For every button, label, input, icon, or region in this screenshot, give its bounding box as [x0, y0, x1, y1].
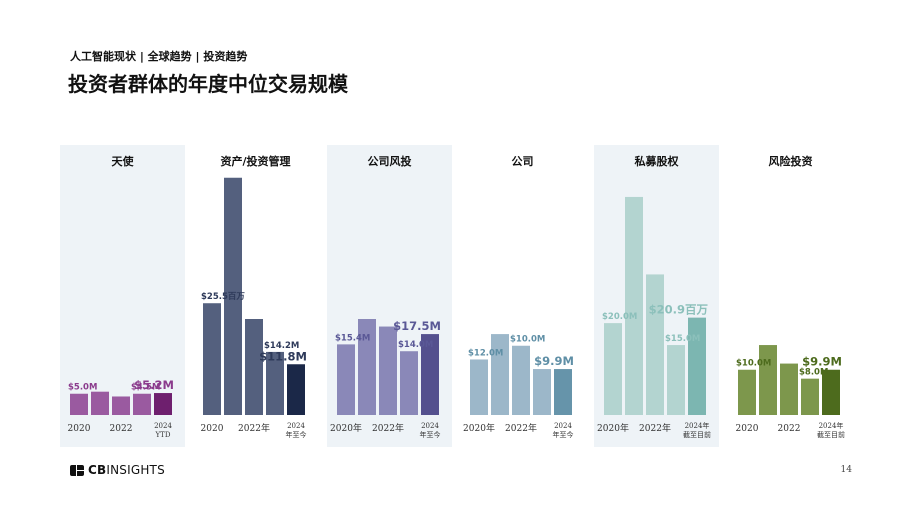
- value-label: $10.0M: [510, 335, 545, 345]
- x-tick-label: YTD: [155, 431, 171, 439]
- x-tick-label: 2024: [154, 422, 172, 430]
- logo-wordmark: CBINSIGHTS: [88, 463, 165, 477]
- value-label: $15.4M: [335, 333, 370, 343]
- highlight-value-label: $9.9M: [802, 355, 842, 369]
- x-tick-label: 截至目前: [817, 430, 845, 439]
- bar: [738, 369, 756, 415]
- x-tick-label: 2022年: [372, 422, 404, 434]
- value-label: $14.2M: [264, 341, 299, 351]
- logo-bold: CB: [88, 463, 107, 477]
- bar: [245, 319, 263, 415]
- bar: [224, 177, 242, 415]
- chart-panel: 资产/投资管理 $25.5百万 $14.2M $11.8M 2020 2022年 2024 年…: [193, 145, 318, 447]
- chart-panel: 风险投资 $10.0M $8.0M $9.9M 2020 2022 2024年 截至目前: [728, 145, 853, 447]
- x-tick-label: 2020年: [330, 422, 362, 434]
- bar: [470, 359, 488, 415]
- bar: [133, 393, 151, 415]
- logo-light: INSIGHTS: [106, 463, 165, 477]
- chart-title: 天使: [111, 155, 134, 168]
- x-tick-label: 2020年: [597, 422, 629, 434]
- bar: [91, 391, 109, 415]
- bar: [358, 319, 376, 415]
- chart-panel: 公司风投 $15.4M $14.0M $17.5M 2020年 2022年 2024 年至今: [327, 145, 452, 447]
- value-label: $14.0M: [398, 340, 433, 350]
- x-tick-label: 2020: [68, 424, 91, 434]
- x-tick-label: 2024年: [685, 421, 710, 430]
- bar: [203, 303, 221, 415]
- value-label: $20.0M: [602, 312, 637, 322]
- value-label: $12.0M: [468, 348, 503, 358]
- bar: [667, 345, 685, 415]
- cb-insights-logo: CBINSIGHTS: [70, 462, 165, 478]
- chart-title: 风险投资: [768, 155, 813, 168]
- bar: [533, 369, 551, 415]
- x-tick-label: 2022年: [238, 422, 270, 434]
- bar: [287, 364, 305, 415]
- bar: [604, 323, 622, 415]
- bar: [780, 363, 798, 415]
- highlight-value-label: $17.5M: [393, 319, 441, 333]
- value-label: $4.5M: [131, 383, 160, 393]
- x-tick-label: 2020: [201, 424, 224, 434]
- bar: [337, 344, 355, 415]
- chart-title: 公司风投: [367, 155, 412, 168]
- bar: [70, 393, 88, 415]
- highlight-value-label: $9.9M: [534, 354, 574, 368]
- highlight-value-label: $20.9百万: [649, 303, 709, 317]
- bar: [646, 274, 664, 415]
- bar: [491, 334, 509, 415]
- value-label: $15.0M: [665, 334, 700, 344]
- bar: [512, 345, 530, 415]
- page-number: 14: [840, 465, 852, 475]
- highlight-value-label: $5.2M: [134, 378, 174, 392]
- value-label: $25.5百万: [201, 292, 245, 302]
- x-tick-label: 2024年: [819, 421, 844, 430]
- bar: [688, 317, 706, 415]
- cb-logo-icon: [70, 464, 84, 476]
- x-tick-label: 2022: [778, 424, 801, 434]
- x-tick-label: 2024: [421, 422, 439, 430]
- chart-title: 私募股权: [634, 155, 679, 168]
- x-tick-label: 年至今: [553, 430, 574, 439]
- breadcrumb: 人工智能现状 | 全球趋势 | 投资趋势: [70, 50, 248, 63]
- bar: [759, 345, 777, 415]
- highlight-value-label: $11.8M: [259, 349, 307, 363]
- bar: [625, 196, 643, 415]
- x-tick-label: 年至今: [420, 430, 441, 439]
- bar: [421, 334, 439, 415]
- value-label: $5.0M: [68, 383, 97, 393]
- x-tick-label: 2020: [736, 424, 759, 434]
- x-tick-label: 截至目前: [683, 430, 711, 439]
- bar: [554, 369, 572, 415]
- bar: [112, 396, 130, 415]
- chart-title: 公司: [511, 155, 534, 168]
- chart-panel: 天使 $5.0M $4.5M $5.2M 2020 2022 2024 YTD: [60, 145, 185, 447]
- bar: [400, 351, 418, 415]
- x-tick-label: 2020年: [463, 422, 495, 434]
- value-label: $10.0M: [736, 359, 771, 369]
- bar: [801, 378, 819, 415]
- x-tick-label: 2024: [287, 422, 305, 430]
- x-tick-label: 2022年: [639, 422, 671, 434]
- x-tick-label: 年至今: [286, 430, 307, 439]
- chart-panel: 私募股权 $20.0M $15.0M $20.9百万 2020年 2022年 2024年 截至…: [594, 145, 719, 447]
- bar: [822, 369, 840, 415]
- chart-panel: 公司 $12.0M $10.0M $9.9M 2020年 2022年 2024 年至今: [460, 145, 585, 447]
- x-tick-label: 2022年: [505, 422, 537, 434]
- bar: [379, 326, 397, 415]
- page-title: 投资者群体的年度中位交易规模: [68, 72, 348, 96]
- x-tick-label: 2022: [110, 424, 133, 434]
- chart-title: 资产/投资管理: [220, 155, 291, 168]
- value-label: $8.0M: [799, 368, 828, 378]
- bar: [266, 351, 284, 415]
- bar: [154, 393, 172, 415]
- x-tick-label: 2024: [554, 422, 572, 430]
